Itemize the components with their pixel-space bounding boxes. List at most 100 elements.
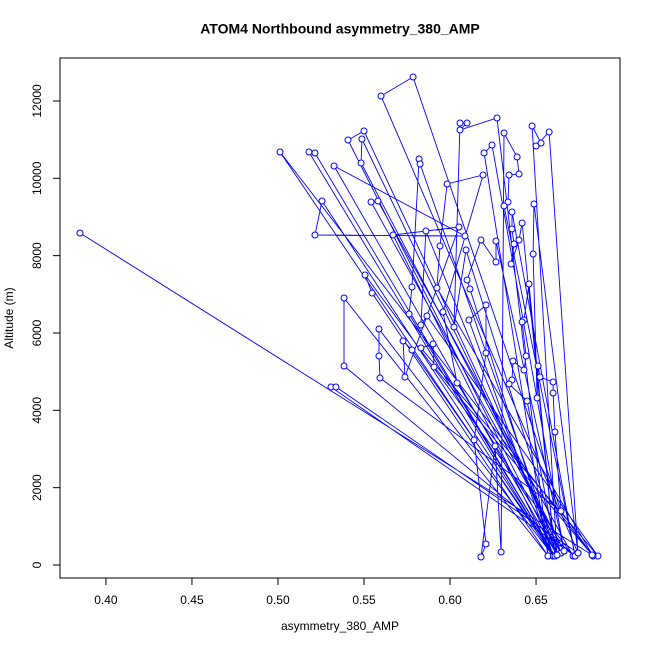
- x-axis-label: asymmetry_380_AMP: [281, 619, 399, 633]
- data-point: [456, 119, 464, 127]
- data-point: [305, 148, 313, 156]
- data-point: [508, 208, 516, 216]
- data-point: [465, 316, 473, 324]
- data-point: [553, 551, 561, 559]
- data-point: [479, 171, 487, 179]
- data-point: [557, 507, 565, 515]
- x-tick-label: 0.55: [352, 593, 376, 607]
- data-point: [534, 362, 542, 370]
- data-point: [450, 323, 458, 331]
- data-point: [530, 200, 538, 208]
- data-point: [518, 219, 526, 227]
- data-point: [509, 357, 517, 365]
- data-point: [417, 321, 425, 329]
- data-point: [533, 394, 541, 402]
- data-point: [311, 231, 319, 239]
- data-point: [493, 114, 501, 122]
- data-point: [401, 373, 409, 381]
- data-point: [389, 231, 397, 239]
- data-point: [497, 548, 505, 556]
- data-point: [545, 128, 553, 136]
- data-point: [332, 383, 340, 391]
- data-point: [453, 379, 461, 387]
- data-point: [537, 139, 545, 147]
- data-point: [515, 170, 523, 178]
- data-point: [443, 180, 451, 188]
- data-point: [417, 344, 425, 352]
- data-point: [358, 135, 366, 143]
- y-tick-label: 6000: [30, 319, 44, 346]
- data-point: [76, 229, 84, 237]
- data-point: [520, 366, 528, 374]
- data-point: [462, 246, 470, 254]
- data-point: [560, 547, 568, 555]
- y-axis-label: Altitude (m): [2, 287, 16, 348]
- data-point: [492, 258, 500, 266]
- data-point: [340, 362, 348, 370]
- data-point: [500, 129, 508, 137]
- data-point: [368, 289, 376, 297]
- data-point: [508, 225, 516, 233]
- data-point: [422, 227, 430, 235]
- data-point: [488, 141, 496, 149]
- x-tick-label: 0.40: [94, 593, 118, 607]
- data-point: [330, 162, 338, 170]
- y-tick-label: 2000: [30, 474, 44, 501]
- data-point: [455, 223, 463, 231]
- y-tick-label: 4000: [30, 397, 44, 424]
- data-point: [357, 159, 365, 167]
- data-point: [463, 119, 471, 127]
- data-point: [423, 312, 431, 320]
- data-point: [416, 160, 424, 168]
- data-point: [340, 294, 348, 302]
- data-point: [463, 276, 471, 284]
- x-tick-label: 0.50: [266, 593, 290, 607]
- data-point: [523, 397, 531, 405]
- data-point: [433, 284, 441, 292]
- data-point: [466, 285, 474, 293]
- data-point: [374, 197, 382, 205]
- y-tick-label: 0: [30, 561, 44, 568]
- data-point: [500, 202, 508, 210]
- x-tick-label: 0.45: [180, 593, 204, 607]
- data-point: [430, 363, 438, 371]
- data-point: [528, 122, 536, 130]
- data-point: [361, 271, 369, 279]
- chart-title: ATOM4 Northbound asymmetry_380_AMP: [200, 21, 480, 37]
- data-point: [377, 92, 385, 100]
- data-point: [522, 352, 530, 360]
- data-point: [549, 389, 557, 397]
- data-point: [518, 318, 526, 326]
- data-point: [436, 242, 444, 250]
- data-point: [529, 250, 537, 258]
- x-tick-label: 0.65: [524, 593, 548, 607]
- data-point: [510, 240, 518, 248]
- data-point: [318, 197, 326, 205]
- data-point: [505, 171, 513, 179]
- y-tick-label: 12000: [30, 84, 44, 118]
- data-point: [408, 283, 416, 291]
- data-point: [429, 340, 437, 348]
- data-point: [376, 374, 384, 382]
- data-point: [311, 149, 319, 157]
- data-point: [491, 442, 499, 450]
- data-point: [588, 551, 596, 559]
- data-point: [536, 373, 544, 381]
- data-point: [515, 236, 523, 244]
- data-point: [439, 308, 447, 316]
- data-point: [482, 540, 490, 548]
- data-point: [456, 126, 464, 134]
- data-point: [525, 280, 533, 288]
- data-point: [344, 136, 352, 144]
- data-point: [375, 352, 383, 360]
- data-point: [461, 232, 469, 240]
- data-point: [276, 148, 284, 156]
- data-point: [507, 260, 515, 268]
- data-point: [405, 310, 413, 318]
- data-point: [408, 346, 416, 354]
- data-point: [482, 301, 490, 309]
- data-point: [482, 349, 490, 357]
- y-tick-label: 8000: [30, 242, 44, 269]
